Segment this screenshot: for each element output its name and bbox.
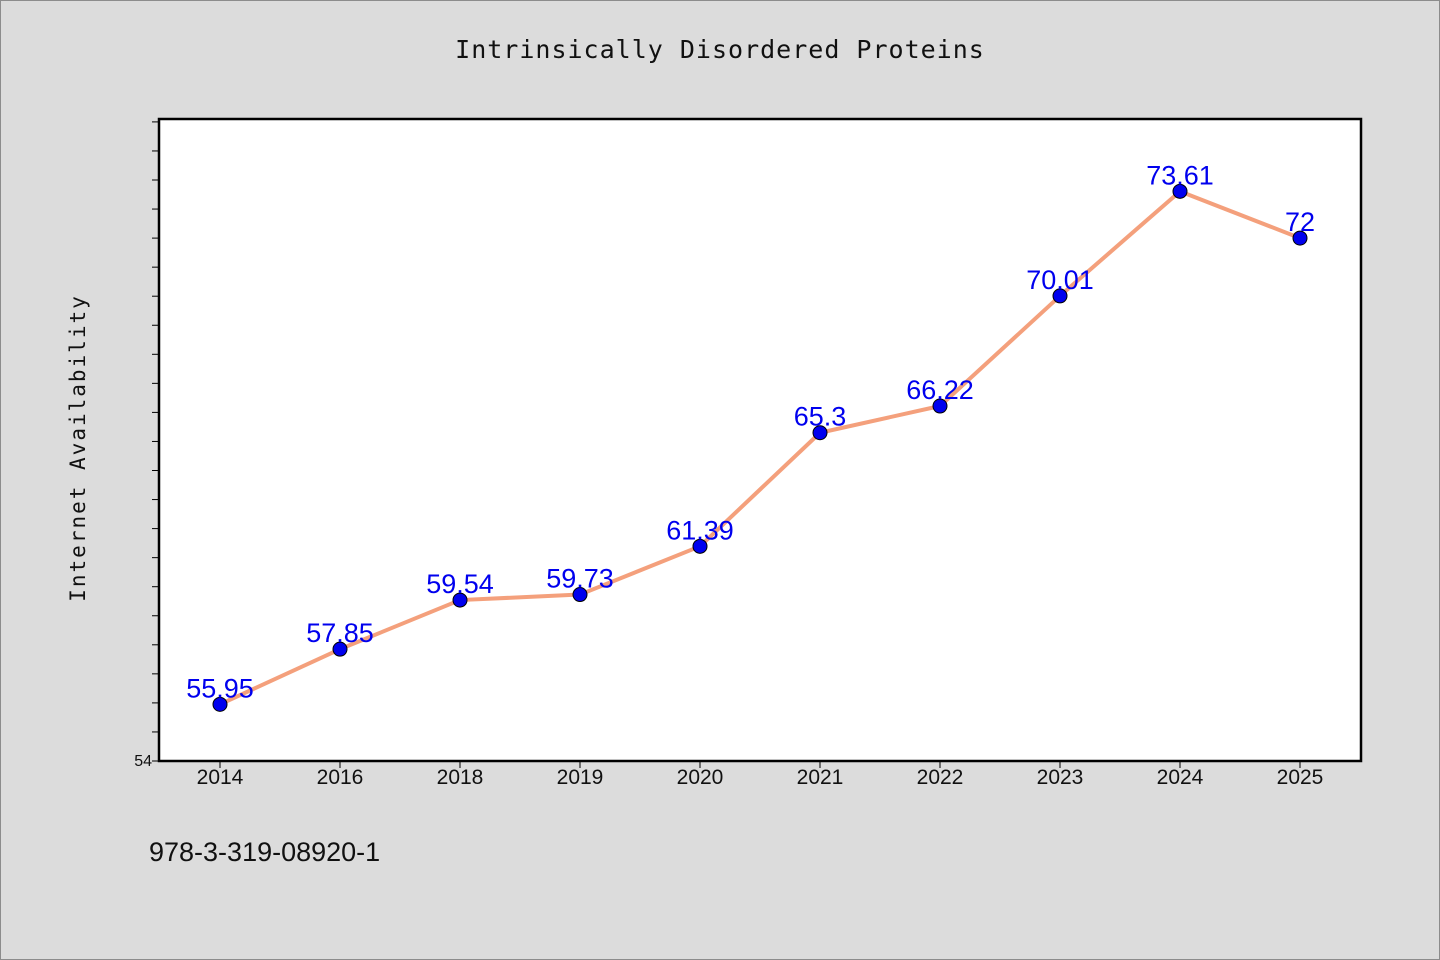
x-tick-label: 2019 (557, 766, 604, 789)
y-tick-labels: 54 (134, 753, 152, 770)
x-tick-label: 2025 (1277, 766, 1324, 789)
axis-ticks (152, 121, 1301, 768)
data-label: 57.85 (306, 618, 374, 648)
data-point (932, 398, 948, 414)
x-tick-label: 2021 (797, 766, 844, 789)
x-tick-label: 2020 (677, 766, 724, 789)
data-point (1052, 288, 1068, 304)
isbn-text: 978-3-319-08920-1 (149, 837, 381, 867)
data-labels-layer: 55.95 57.85 59.54 59.73 61.39 65.3 66.22 70.01 7… (186, 160, 1315, 703)
x-tick-label: 2014 (197, 766, 244, 789)
x-tick-label: 2024 (1157, 766, 1204, 789)
data-label: 59.73 (546, 564, 614, 594)
data-label: 66.22 (906, 375, 974, 405)
chart-title: Intrinsically Disordered Proteins (455, 35, 985, 64)
data-label: 59.54 (426, 569, 494, 599)
x-tick-label: 2023 (1037, 766, 1084, 789)
data-point (332, 641, 348, 657)
x-tick-label: 2018 (437, 766, 484, 789)
data-point (692, 538, 708, 554)
plot-area (157, 117, 1363, 763)
series-line (218, 189, 1302, 707)
x-tick-labels: 2014 2016 2018 2019 2020 2021 2022 2023 2024 2025 (197, 766, 1324, 789)
y-tick-label: 54 (134, 753, 152, 770)
data-label: 65.3 (794, 402, 847, 432)
data-point (452, 592, 468, 608)
data-label: 73.61 (1146, 160, 1214, 190)
x-tick-label: 2016 (317, 766, 364, 789)
data-point (1292, 230, 1308, 246)
data-points-layer (212, 183, 1308, 712)
data-label: 72 (1285, 207, 1315, 237)
data-label: 61.39 (666, 515, 734, 545)
data-point (572, 587, 588, 603)
data-point (812, 425, 828, 441)
data-label: 70.01 (1026, 265, 1094, 295)
data-point (1172, 183, 1188, 199)
data-point (212, 696, 228, 712)
x-tick-label: 2022 (917, 766, 964, 789)
data-label: 55.95 (186, 673, 254, 703)
series-line-layer (218, 189, 1302, 707)
